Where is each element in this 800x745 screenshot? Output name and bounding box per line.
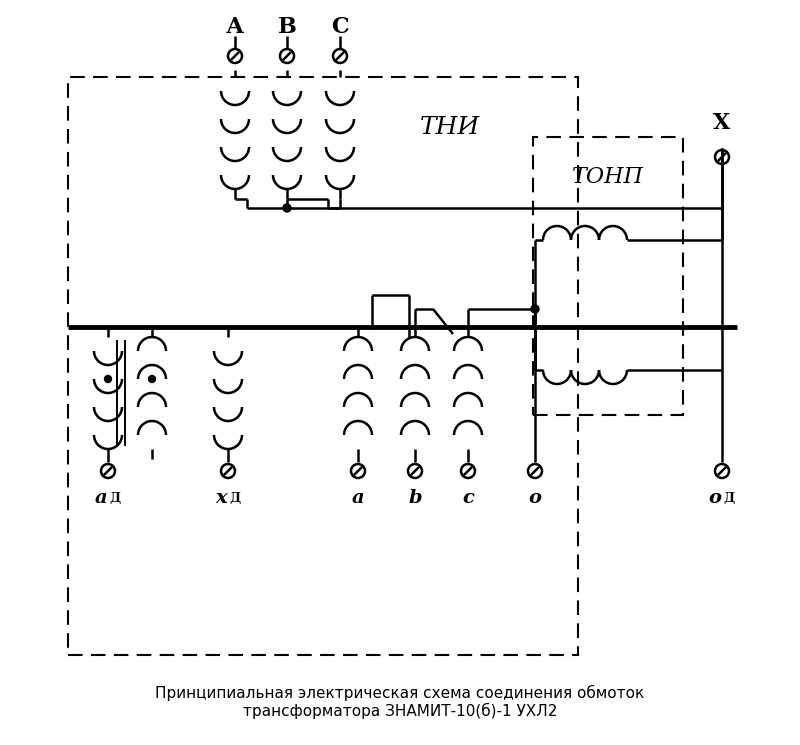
Text: ТОНП: ТОНП	[572, 166, 644, 188]
Text: Принципиальная электрическая схема соединения обмоток: Принципиальная электрическая схема соеди…	[155, 685, 645, 701]
Text: Д: Д	[109, 492, 120, 505]
Text: х: х	[215, 489, 227, 507]
Text: Д: Д	[229, 492, 240, 505]
Bar	[533, 137, 683, 415]
Text: а: а	[94, 489, 107, 507]
Text: b: b	[408, 489, 422, 507]
Bar	[68, 77, 578, 655]
Circle shape	[105, 375, 111, 382]
Text: ТНИ: ТНИ	[420, 115, 480, 139]
Text: В: В	[278, 16, 297, 38]
Text: о: о	[708, 489, 721, 507]
Text: Д: Д	[723, 492, 734, 505]
Text: о: о	[529, 489, 542, 507]
Text: С: С	[331, 16, 349, 38]
Circle shape	[149, 375, 155, 382]
Text: Х: Х	[714, 112, 730, 134]
Text: с: с	[462, 489, 474, 507]
Text: А: А	[226, 16, 244, 38]
Text: трансформатора ЗНАМИТ-10(б)-1 УХЛ2: трансформатора ЗНАМИТ-10(б)-1 УХЛ2	[243, 703, 557, 719]
Text: а: а	[352, 489, 364, 507]
Circle shape	[531, 305, 539, 313]
Circle shape	[283, 204, 291, 212]
